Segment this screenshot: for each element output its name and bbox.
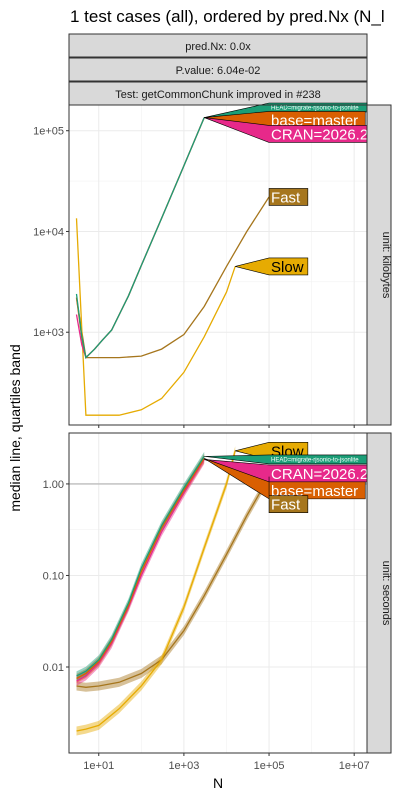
label-text: Fast xyxy=(271,189,301,206)
chart-title: 1 test cases (all), ordered by pred.Nx (… xyxy=(70,7,385,26)
x-axis-title: N xyxy=(213,775,223,791)
strip-p-value-text: P.value: 6.04e-02 xyxy=(176,65,261,77)
x-tick-label: 1e+07 xyxy=(339,760,370,772)
label-text: HEAD=migrate-rjsonio-to-jsonlite xyxy=(271,457,359,463)
direct-label-fast: Fast xyxy=(268,188,309,206)
series-line-head xyxy=(75,117,205,359)
label-box xyxy=(268,188,309,206)
y-tick-label: 1e+05 xyxy=(33,126,64,138)
strip-pred-nx: pred.Nx: 0.0x xyxy=(68,33,368,58)
panel-seconds: SlowHEAD=migrate-rjsonio-to-jsonliteCRAN… xyxy=(43,432,392,772)
label-text: Fast xyxy=(271,497,301,514)
panel-kilobytes: HEAD=migrate-rjsonio-to-jsonlitebase=mas… xyxy=(33,102,392,428)
y-tick-label: 1.00 xyxy=(43,479,64,491)
strip-test-text: Test: getCommonChunk improved in #238 xyxy=(115,89,320,101)
x-tick-label: 1e+01 xyxy=(83,760,114,772)
facet-strip-text: unit: kilobytes xyxy=(380,232,392,299)
label-box xyxy=(235,257,309,276)
strip-test: Test: getCommonChunk improved in #238 xyxy=(68,81,368,106)
facet-strip: unit: kilobytes xyxy=(366,104,392,426)
facet-strip-text: unit: seconds xyxy=(380,561,392,626)
label-text: Slow xyxy=(271,259,304,276)
quartile-band-fast xyxy=(76,472,269,692)
label-box xyxy=(204,458,366,500)
label-text: HEAD=migrate-rjsonio-to-jsonlite xyxy=(271,106,359,112)
series-line-head xyxy=(76,456,205,677)
x-tick-label: 1e+03 xyxy=(168,760,199,772)
x-tick-label: 1e+05 xyxy=(254,760,285,772)
strip-pred-nx-text: pred.Nx: 0.0x xyxy=(185,41,251,53)
y-tick-label: 0.01 xyxy=(43,662,64,674)
series-line-slow xyxy=(76,450,236,732)
y-axis-title: median line, quartiles band xyxy=(7,344,23,511)
direct-label-fast: Fast xyxy=(268,476,309,514)
series-line-fast xyxy=(75,196,270,359)
label-box xyxy=(268,476,309,514)
y-tick-label: 0.10 xyxy=(43,570,64,582)
y-tick-label: 1e+04 xyxy=(33,226,64,238)
y-tick-label: 1e+03 xyxy=(33,327,64,339)
series-line-slow xyxy=(75,218,236,416)
label-text: CRAN=2026.2.28 xyxy=(271,126,389,143)
direct-label-slow: Slow xyxy=(235,257,309,276)
strip-p-value: P.value: 6.04e-02 xyxy=(68,57,368,82)
series-line-base xyxy=(76,458,205,680)
direct-label-cran: CRAN=2026.2.28 xyxy=(204,117,389,143)
label-text: CRAN=2026.2.28 xyxy=(271,466,389,483)
series-line-cran xyxy=(76,459,205,682)
facet-strip: unit: seconds xyxy=(366,432,392,754)
panel-background xyxy=(69,105,367,425)
